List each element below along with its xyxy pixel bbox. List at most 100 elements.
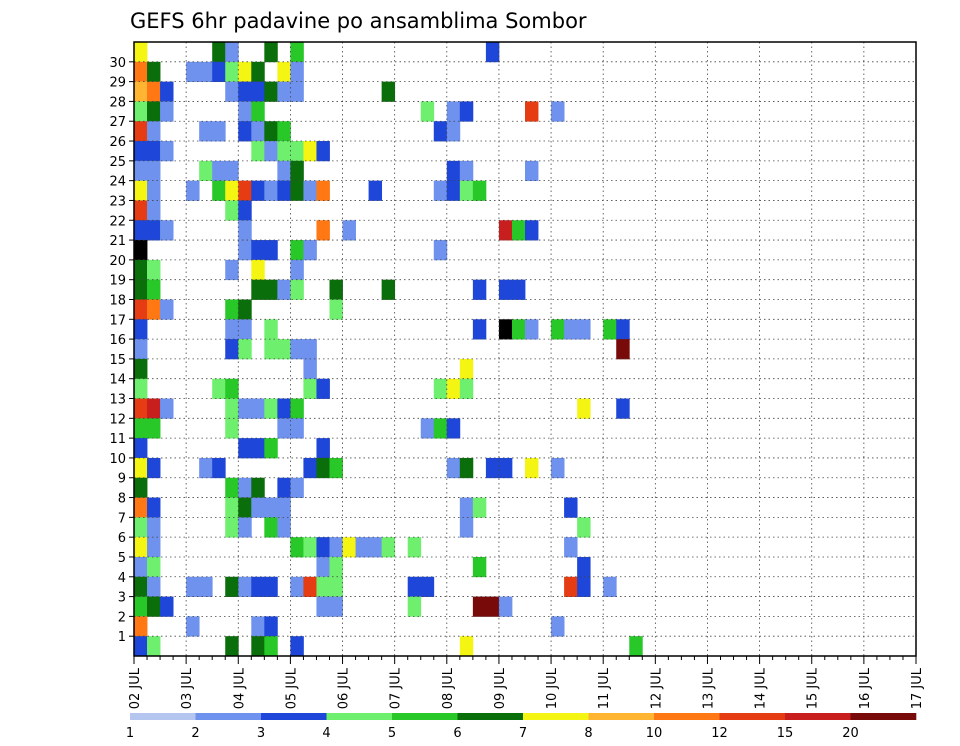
heat-cell: [277, 339, 291, 360]
heat-cell: [381, 537, 396, 558]
heat-cell: [251, 240, 265, 261]
heat-cell: [407, 537, 422, 558]
heat-cell: [551, 457, 565, 479]
heat-cell: [212, 121, 226, 142]
heat-cell: [329, 457, 343, 479]
heat-cell: [147, 556, 161, 578]
heat-cell: [616, 398, 630, 419]
heat-cell: [290, 477, 304, 498]
heat-cell: [446, 121, 461, 142]
heat-cell: [316, 438, 330, 459]
heat-cell: [212, 180, 226, 201]
heat-cell: [446, 180, 461, 201]
y-tick-label: 26: [109, 135, 126, 150]
heat-cell: [290, 61, 304, 83]
legend-swatch: [392, 713, 458, 720]
y-tick-label: 20: [109, 254, 126, 269]
heat-cell: [264, 616, 278, 637]
heat-cell: [225, 576, 239, 597]
heat-cell: [446, 160, 461, 182]
legend-swatch: [523, 713, 589, 720]
heat-cell: [290, 537, 304, 558]
heat-cell: [147, 101, 161, 122]
heat-cell: [277, 418, 291, 439]
heat-cell: [316, 378, 330, 399]
heat-cell: [277, 477, 291, 498]
heat-cell: [446, 101, 461, 122]
heat-cell: [251, 636, 265, 657]
chart-title: GEFS 6hr padavine po ansamblima Sombor: [130, 9, 587, 33]
y-tick-label: 23: [109, 194, 126, 209]
heat-cell: [433, 378, 448, 399]
heat-cell: [498, 457, 513, 479]
heat-cell: [147, 220, 161, 241]
heat-cell: [134, 180, 148, 201]
heat-cell: [225, 378, 239, 399]
heat-cell: [212, 160, 226, 182]
heat-cell: [498, 220, 513, 241]
heat-cell: [134, 438, 148, 459]
heat-cell: [303, 378, 317, 399]
heat-cell: [147, 61, 161, 83]
heat-cell: [134, 81, 148, 102]
axes-layer: 1234567891011121314151617181920212223242…: [109, 56, 925, 709]
heat-cell: [251, 576, 265, 597]
heat-cell: [459, 497, 474, 518]
legend-swatch: [326, 713, 393, 720]
heat-cell: [134, 556, 148, 578]
heat-cell: [160, 141, 174, 162]
heat-cell: [225, 339, 239, 360]
x-tick-label: 17 JUL: [910, 667, 925, 709]
heat-cell: [498, 596, 513, 617]
heat-cell: [290, 240, 304, 261]
y-tick-label: 28: [109, 95, 126, 110]
heat-cell: [303, 141, 317, 162]
heat-cell: [199, 457, 213, 479]
legend-swatch: [130, 713, 196, 720]
y-tick-label: 8: [118, 492, 126, 507]
heat-cell: [134, 537, 148, 558]
heat-cell: [316, 457, 330, 479]
heat-cell: [225, 398, 239, 419]
heat-cell: [368, 537, 383, 558]
cells-layer: [134, 42, 643, 657]
heat-cell: [316, 141, 330, 162]
heat-cell: [225, 418, 239, 439]
legend-label: 20: [842, 726, 859, 741]
heat-cell: [407, 596, 422, 617]
heat-cell: [277, 141, 291, 162]
heat-cell: [290, 398, 304, 419]
heat-cell: [251, 497, 265, 518]
heat-cell: [225, 42, 239, 63]
heat-cell: [147, 576, 161, 597]
heat-cell: [225, 299, 239, 320]
x-tick-label: 12 JUL: [649, 667, 664, 709]
heat-cell: [147, 121, 161, 142]
heat-cell: [134, 477, 148, 498]
y-tick-label: 1: [118, 630, 126, 645]
heat-cell: [446, 418, 461, 439]
heat-cell: [160, 81, 174, 102]
heat-cell: [147, 200, 161, 221]
heat-cell: [329, 537, 343, 558]
heat-cell: [238, 576, 252, 597]
heat-cell: [420, 101, 435, 122]
legend-swatch: [850, 713, 917, 720]
heat-cell: [290, 259, 304, 281]
x-tick-label: 03 JUL: [180, 667, 195, 709]
heat-cell: [251, 477, 265, 498]
legend-swatch: [654, 713, 720, 720]
heat-cell: [212, 42, 226, 63]
legend-label: 12: [711, 726, 728, 741]
legend-label: 8: [584, 726, 592, 741]
heat-cell: [368, 180, 383, 201]
heat-cell: [342, 537, 356, 558]
heat-cell: [160, 299, 174, 320]
y-tick-label: 19: [109, 274, 126, 289]
heat-cell: [264, 438, 278, 459]
heat-cell: [238, 497, 252, 518]
heat-cell: [134, 42, 148, 63]
heat-cell: [134, 61, 148, 83]
heat-cell: [329, 299, 343, 320]
heat-cell: [238, 121, 252, 142]
